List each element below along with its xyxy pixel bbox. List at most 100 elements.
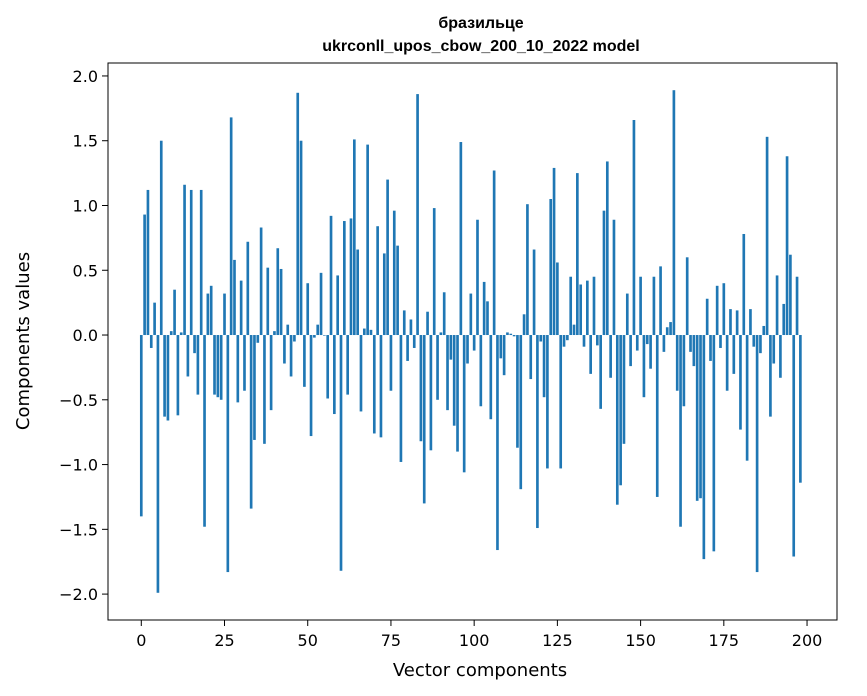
bar-182 — [745, 335, 749, 461]
bar-30 — [239, 280, 243, 336]
bar-162 — [679, 335, 682, 527]
bar-17 — [196, 335, 200, 395]
x-tick-label-4: 100 — [459, 631, 490, 650]
bar-24 — [219, 335, 223, 400]
bar-50 — [306, 283, 310, 336]
bar-39 — [269, 335, 273, 411]
bar-184 — [752, 335, 756, 347]
bar-102 — [479, 335, 483, 407]
bar-28 — [233, 259, 236, 336]
x-tick-label-0: 0 — [136, 631, 146, 650]
bar-155 — [655, 335, 659, 497]
bar-60 — [339, 335, 343, 571]
bar-147 — [629, 335, 632, 367]
bar-54 — [319, 272, 323, 336]
x-axis-label: Vector components — [393, 660, 567, 681]
bar-26 — [226, 335, 230, 573]
bar-series — [139, 90, 802, 593]
bar-38 — [266, 267, 270, 336]
x-tick-label-7: 175 — [709, 631, 740, 650]
bar-180 — [739, 335, 742, 430]
bar-1 — [143, 214, 146, 336]
bar-124 — [552, 167, 556, 336]
bar-34 — [253, 335, 256, 440]
bar-48 — [299, 140, 303, 336]
bar-11 — [176, 335, 180, 416]
bar-117 — [529, 335, 533, 380]
bar-5 — [156, 335, 160, 593]
bar-6 — [159, 140, 163, 336]
bar-31 — [243, 335, 246, 391]
bar-174 — [719, 335, 722, 348]
bar-55 — [323, 335, 326, 336]
bar-118 — [532, 249, 536, 336]
bar-61 — [343, 221, 346, 336]
bar-12 — [179, 332, 183, 336]
bar-82 — [412, 335, 416, 348]
bar-25 — [223, 293, 226, 336]
bar-57 — [329, 215, 333, 336]
bar-0 — [139, 335, 143, 517]
bar-191 — [775, 275, 779, 336]
bar-58 — [333, 335, 336, 415]
plot-frame — [107, 62, 838, 621]
bar-99 — [469, 293, 473, 336]
bar-46 — [293, 335, 296, 342]
bar-128 — [566, 335, 569, 341]
x-axis-ticks: 0 25 50 75 100 125 150 175 200 — [136, 620, 822, 650]
bar-72 — [379, 335, 383, 438]
bar-112 — [512, 335, 516, 337]
bar-173 — [715, 285, 719, 336]
bar-15 — [189, 189, 193, 336]
y-tick-label-6: 1.0 — [73, 196, 98, 215]
bar-3 — [149, 335, 153, 348]
bar-90 — [439, 332, 443, 336]
bar-129 — [569, 276, 573, 336]
bar-97 — [462, 335, 466, 473]
bar-59 — [336, 275, 340, 336]
bar-160 — [672, 90, 676, 336]
bar-42 — [279, 268, 283, 336]
bar-100 — [472, 335, 476, 351]
bar-67 — [362, 328, 366, 336]
x-tick-label-2: 50 — [298, 631, 318, 650]
bar-35 — [256, 335, 260, 343]
bar-126 — [559, 335, 563, 469]
bar-146 — [625, 293, 629, 336]
bar-197 — [795, 276, 799, 336]
bar-114 — [519, 335, 523, 490]
bar-66 — [359, 335, 363, 412]
bar-169 — [702, 335, 706, 560]
y-axis-label: Components values — [13, 252, 34, 430]
bar-87 — [429, 335, 433, 451]
bar-16 — [193, 335, 196, 354]
bar-179 — [735, 310, 739, 336]
bar-9 — [169, 331, 173, 336]
bar-95 — [456, 335, 459, 452]
bar-110 — [506, 332, 509, 336]
bar-4 — [153, 302, 156, 336]
bar-10 — [173, 289, 176, 336]
bar-76 — [392, 210, 396, 336]
bar-195 — [789, 254, 792, 336]
bar-177 — [729, 309, 732, 336]
y-tick-label-0: −2.0 — [59, 585, 98, 604]
bar-127 — [562, 335, 566, 347]
x-tick-label-3: 75 — [381, 631, 401, 650]
bar-157 — [662, 335, 666, 352]
bar-7 — [163, 335, 166, 417]
bar-163 — [682, 335, 686, 407]
bar-13 — [183, 184, 186, 336]
bar-86 — [426, 311, 429, 336]
bar-125 — [556, 262, 559, 336]
bar-84 — [419, 335, 423, 442]
bar-153 — [649, 335, 652, 369]
bar-2 — [146, 189, 150, 336]
bar-123 — [549, 199, 553, 336]
bar-175 — [722, 283, 726, 336]
y-tick-label-8: 2.0 — [73, 67, 98, 86]
bar-138 — [599, 335, 602, 409]
bar-8 — [166, 335, 170, 421]
bar-75 — [389, 335, 393, 391]
